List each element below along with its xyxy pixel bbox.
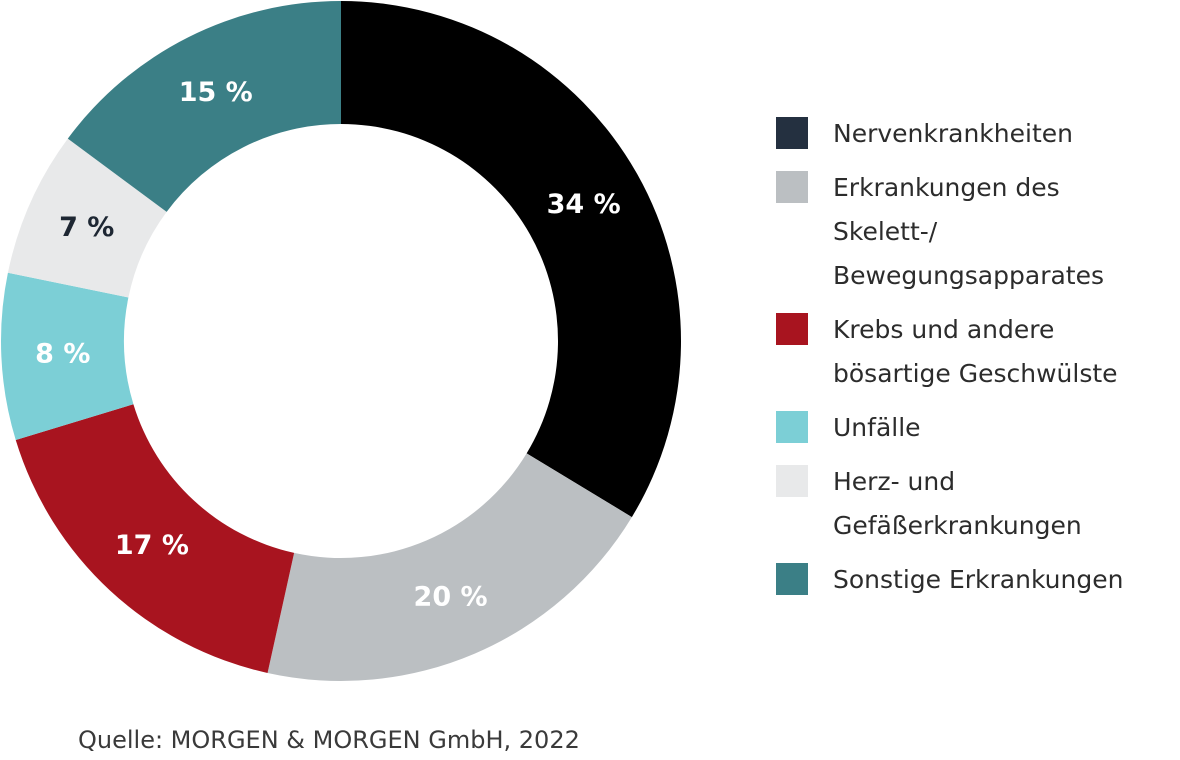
- donut-slice: [267, 453, 632, 681]
- legend-item-sonstige: Sonstige Erkrankungen: [776, 558, 1166, 602]
- slice-value-label: 20 %: [414, 582, 488, 613]
- donut-slice: [0, 272, 134, 441]
- slice-value-label: 8 %: [35, 338, 90, 369]
- donut-slice: [341, 1, 681, 518]
- donut-slice: [15, 404, 295, 673]
- slice-value-label: 15 %: [179, 77, 253, 108]
- legend-item-unfaelle: Unfälle: [776, 406, 1166, 450]
- donut-slice: [67, 0, 341, 212]
- legend-item-krebs: Krebs und andere bösartige Geschwülste: [776, 308, 1166, 396]
- source-note: Quelle: MORGEN & MORGEN GmbH, 2022: [78, 726, 580, 754]
- donut-chart: 34 % 20 % 17 % 8 % 7 % 15 %: [0, 0, 681, 681]
- legend-label: Krebs und andere bösartige Geschwülste: [833, 315, 1118, 388]
- legend: Nervenkrankheiten Erkrankungen des Skele…: [776, 112, 1166, 612]
- donut-slice: [7, 138, 167, 298]
- legend-label: Erkrankungen des Skelett-/ Bewegungsappa…: [833, 173, 1104, 290]
- legend-label: Nervenkrankheiten: [833, 119, 1073, 148]
- legend-item-skelett: Erkrankungen des Skelett-/ Bewegungsappa…: [776, 166, 1166, 298]
- slice-value-label: 17 %: [115, 530, 189, 561]
- legend-item-herz: Herz- und Gefäßerkrankungen: [776, 460, 1166, 548]
- legend-label: Unfälle: [833, 413, 921, 442]
- legend-label: Sonstige Erkrankungen: [833, 565, 1124, 594]
- legend-swatch: [776, 465, 808, 497]
- legend-item-nervenkrankheiten: Nervenkrankheiten: [776, 112, 1166, 156]
- legend-label: Herz- und Gefäßerkrankungen: [833, 467, 1082, 540]
- legend-swatch: [776, 313, 808, 345]
- slice-value-label: 34 %: [547, 189, 621, 220]
- legend-swatch: [776, 171, 808, 203]
- legend-swatch: [776, 563, 808, 595]
- slice-value-label: 7 %: [59, 212, 114, 243]
- legend-swatch: [776, 117, 808, 149]
- legend-swatch: [776, 411, 808, 443]
